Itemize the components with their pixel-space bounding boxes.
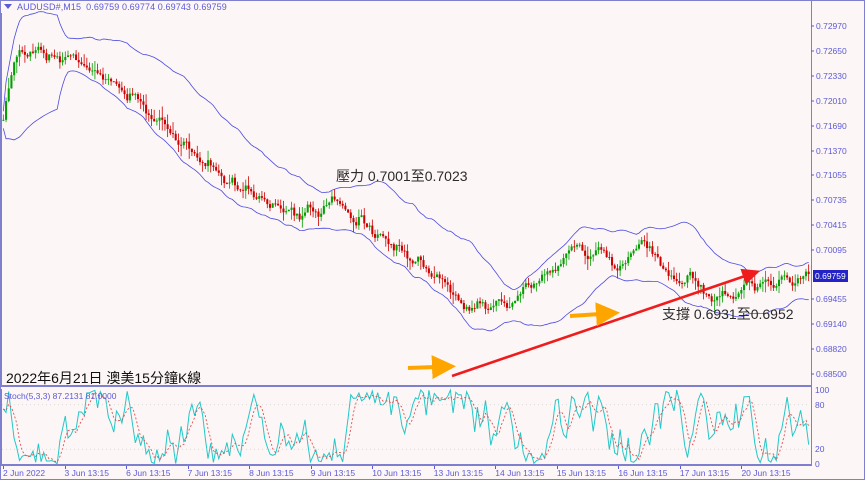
indicator-panel[interactable] [1,389,811,466]
price-tick-1: 0.72650 [811,46,847,56]
price-tick-13: 0.68500 [811,369,847,379]
time-tick-mark [372,466,374,469]
price-panel[interactable] [1,13,811,387]
time-tick-mark [679,466,681,469]
time-tick-mark [64,466,66,469]
time-tick-mark [495,466,497,469]
time-tick-9: 15 Jun 13:15 [556,468,606,478]
resistance-annotation: 壓力 0.7001至0.7023 [336,168,468,184]
current-price-badge: 0.69759 [813,269,848,282]
time-tick-6: 10 Jun 13:15 [372,468,422,478]
tick-mark [811,373,814,375]
chevron-down-icon[interactable] [4,4,12,9]
time-tick-mark [126,466,128,469]
stoch-tick-100: 100 [815,385,830,395]
stochastic-label: Stoch(5,3,3) 87.2131 81.0000 [4,391,117,401]
time-tick-5: 9 Jun 13:15 [310,468,356,478]
time-tick-12: 20 Jun 13:15 [741,468,791,478]
time-tick-8: 14 Jun 13:15 [495,468,545,478]
tick-mark [811,174,814,176]
chart-caption: 2022年6月21日 澳美15分鐘K線 [6,370,202,386]
tick-mark [811,75,814,77]
time-tick-mark [187,466,189,469]
tick-mark [811,323,814,325]
price-tick-10: 0.69455 [811,294,847,304]
price-tick-12: 0.68820 [811,344,847,354]
tick-mark [811,125,814,127]
price-tick-7: 0.70735 [811,195,847,205]
support-annotation: 支撐 0.6931至0.6952 [662,306,794,322]
time-tick-11: 17 Jun 13:15 [679,468,730,478]
price-tick-5: 0.71370 [811,146,847,156]
time-tick-4: 8 Jun 13:15 [249,468,294,478]
tick-mark [811,224,814,226]
time-tick-mark [433,466,435,469]
time-tick-mark [310,466,312,469]
chart-header: AUDUSD#,M15 0.69759 0.69774 0.69743 0.69… [1,0,227,13]
stoch-tick-20: 20 [815,444,825,455]
tick-mark [811,298,814,300]
time-tick-2: 6 Jun 13:15 [126,468,171,478]
ohlc-values: 0.69759 0.69774 0.69743 0.69759 [86,1,227,12]
time-tick-3: 7 Jun 13:15 [187,468,233,478]
tick-mark [811,150,814,152]
stoch-tick-80: 80 [815,399,825,410]
price-tick-6: 0.71055 [811,170,847,180]
time-tick-mark [741,466,743,469]
tick-mark [811,50,814,52]
tick-mark [811,249,814,251]
symbol-label: AUDUSD#,M15 [17,1,82,12]
price-tick-8: 0.70415 [811,220,847,230]
price-tick-9: 0.70095 [811,245,847,255]
stoch-tick-0: 0 [815,459,820,469]
time-tick-mark [556,466,558,469]
price-tick-4: 0.71690 [811,121,847,131]
time-tick-7: 13 Jun 13:15 [433,468,483,478]
axis-separator [811,0,812,466]
time-tick-mark [249,466,251,469]
time-axis-strip [1,466,864,479]
price-tick-3: 0.72010 [811,96,847,106]
time-tick-mark [618,466,620,469]
time-tick-1: 3 Jun 13:15 [64,468,109,478]
tick-mark [811,199,814,201]
price-tick-11: 0.69140 [811,319,847,329]
time-tick-10: 16 Jun 13:15 [618,468,668,478]
price-tick-0: 0.72970 [811,21,847,31]
time-tick-mark [3,466,4,469]
tick-mark [811,100,814,102]
tick-mark [811,348,814,350]
tick-mark [811,25,814,27]
price-tick-2: 0.72330 [811,71,847,81]
time-tick-0: 2 Jun 2022 [3,468,46,478]
